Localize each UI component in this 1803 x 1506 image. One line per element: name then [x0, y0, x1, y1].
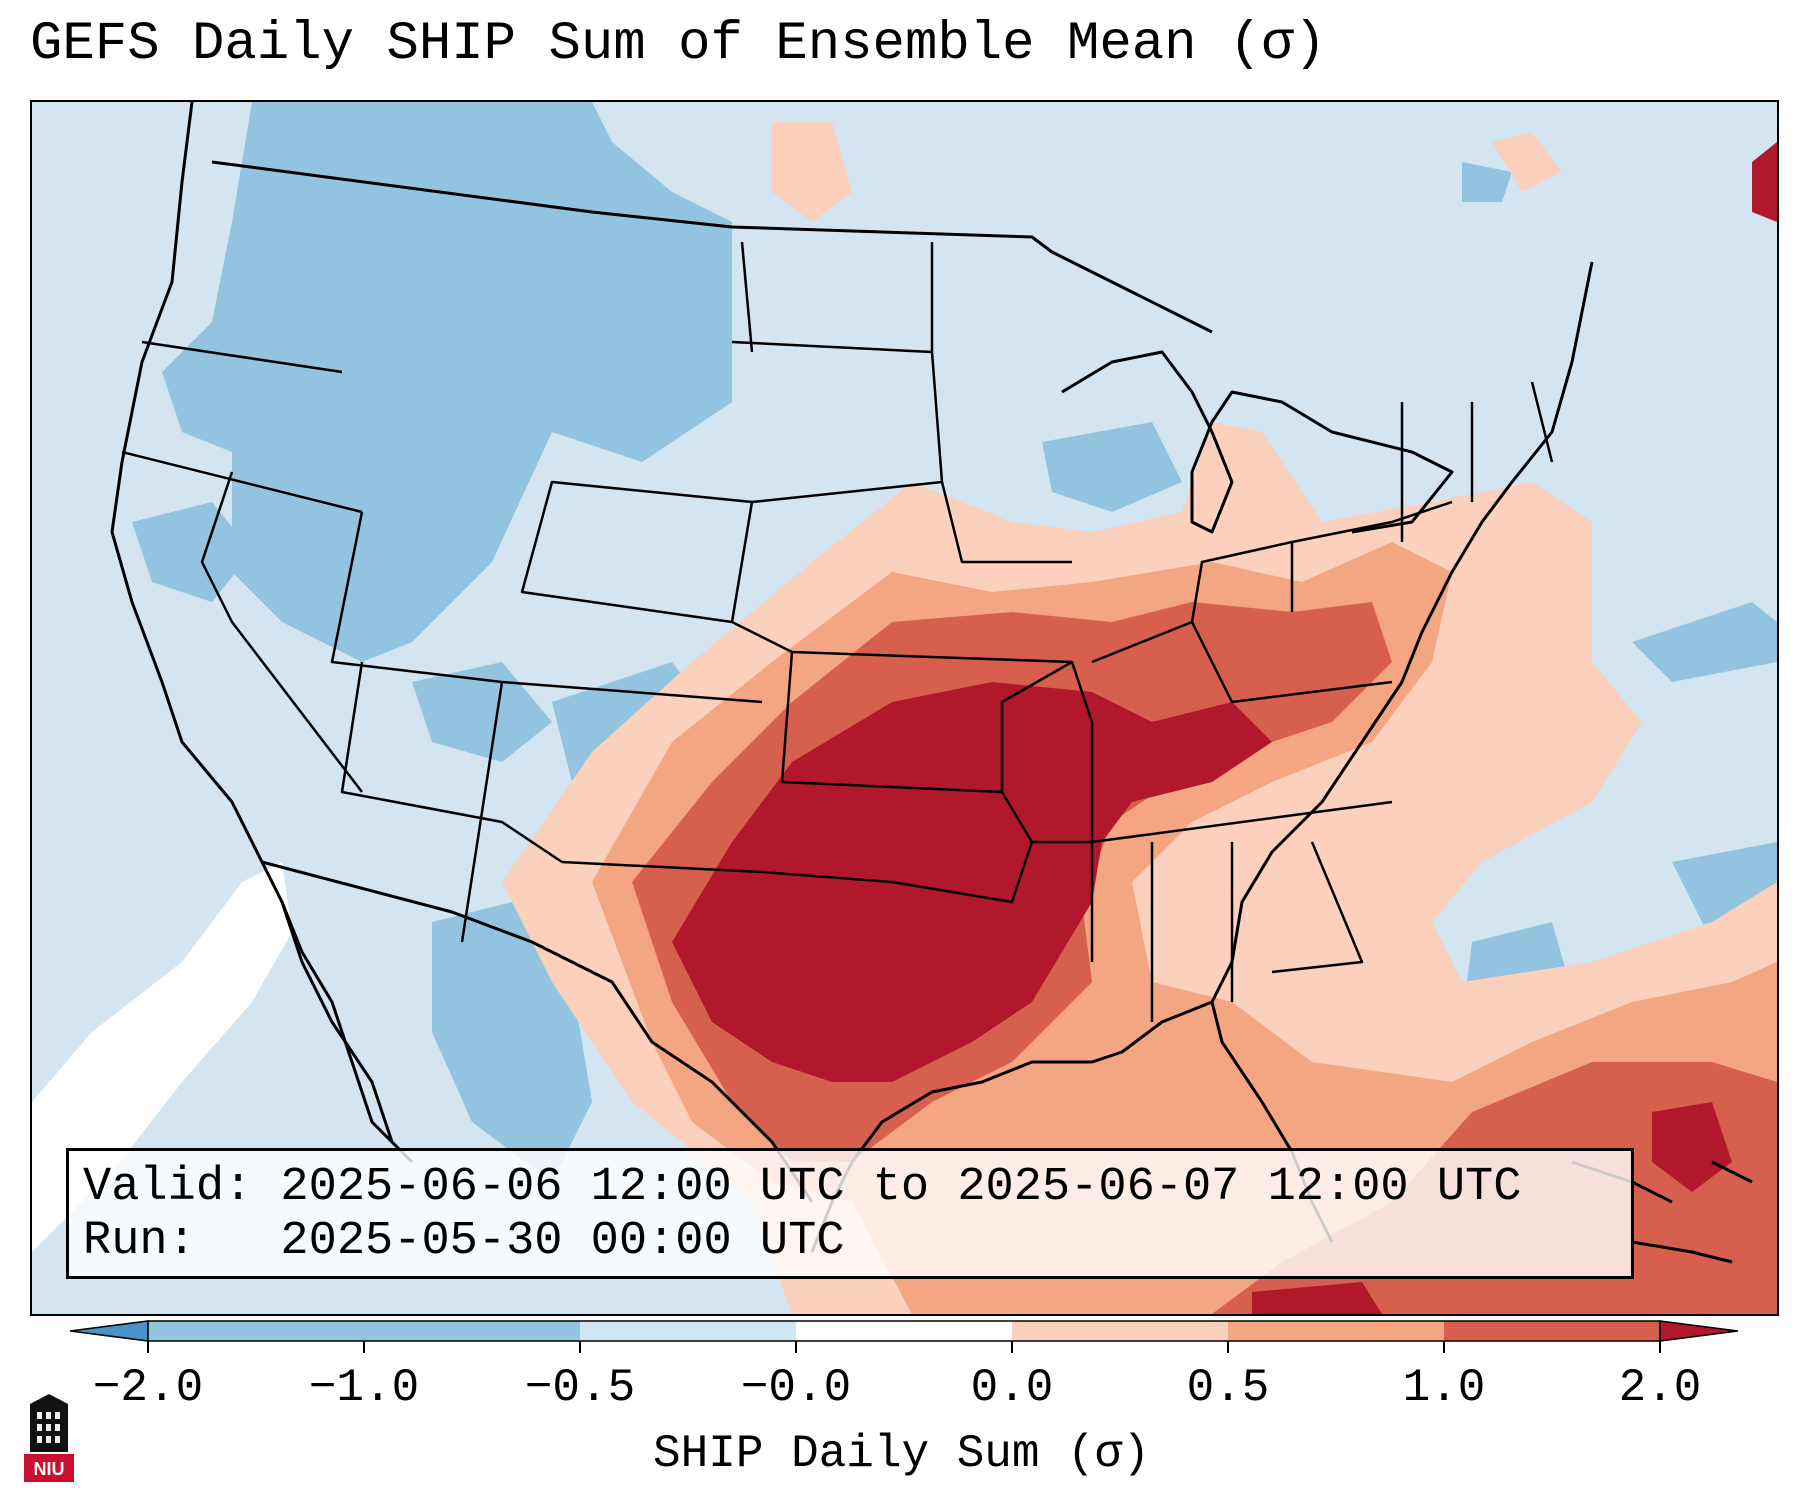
field-positive-max: [672, 142, 1777, 1314]
colorbar-tick-label: 0.0: [970, 1362, 1054, 1414]
map-canvas: [32, 102, 1777, 1314]
colorbar-bin-7: [1444, 1321, 1660, 1341]
colorbar-tick-label: −0.0: [740, 1362, 852, 1414]
colorbar-bin-5: [1012, 1321, 1228, 1341]
map-panel: [30, 100, 1779, 1316]
baja-peninsula: [280, 901, 414, 1164]
great-lakes: [1061, 350, 1454, 534]
colorbar-tick-label: 1.0: [1402, 1362, 1486, 1414]
colorbar-tick-label: −1.0: [308, 1362, 420, 1414]
map-title: GEFS Daily SHIP Sum of Ensemble Mean (σ): [30, 14, 1327, 75]
validity-box: Valid: 2025-06-06 12:00 UTC to 2025-06-0…: [66, 1148, 1634, 1279]
logo-text: NIU: [34, 1459, 65, 1479]
colorbar-bin-1: [148, 1321, 364, 1341]
colorbar: [70, 1320, 1738, 1353]
colorbar-bin-4: [796, 1321, 1012, 1341]
canada-us-border: [211, 160, 1213, 334]
run-line: Run: 2025-05-30 00:00 UTC: [83, 1215, 845, 1268]
valid-line: Valid: 2025-06-06 12:00 UTC to 2025-06-0…: [83, 1161, 1522, 1214]
colorbar-tick-label: −2.0: [92, 1362, 204, 1414]
colorbar-tick-label: −0.5: [524, 1362, 636, 1414]
colorbar-extend-high: [1659, 1320, 1738, 1342]
colorbar-bin-2: [364, 1321, 580, 1341]
map-outlines: [110, 102, 1753, 1264]
colorbar-extend-low: [70, 1320, 149, 1342]
colorbar-tick-label: 2.0: [1618, 1362, 1702, 1414]
pacific-coast: [110, 102, 394, 1143]
niu-logo: NIU: [24, 1394, 74, 1482]
colorbar-bin-6: [1228, 1321, 1444, 1341]
colorbar-bin-3: [580, 1321, 796, 1341]
colorbar-label: SHIP Daily Sum (σ): [653, 1428, 1150, 1480]
state-borders: [121, 241, 1554, 1022]
colorbar-tick-label: 0.5: [1186, 1362, 1270, 1414]
